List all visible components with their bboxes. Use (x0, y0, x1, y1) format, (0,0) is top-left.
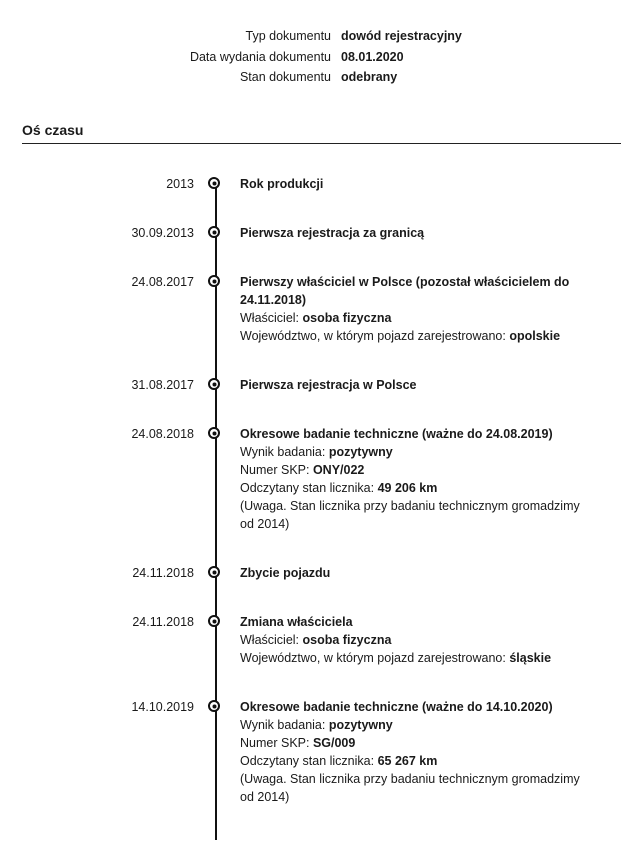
entry-content: Pierwsza rejestracja w Polsce (240, 376, 580, 394)
entry-content: Zmiana właściciela Właściciel: osoba fizy… (240, 613, 580, 667)
timeline-dot-icon (208, 226, 220, 238)
entry-date: 24.08.2018 (131, 427, 194, 441)
entry-date: 24.08.2017 (131, 275, 194, 289)
detail-value: pozytywny (328, 718, 393, 732)
timeline-entry: 31.08.2017 Pierwsza rejestracja w Polsce (0, 376, 621, 394)
timeline-heading: Oś czasu (22, 122, 84, 138)
timeline-dot-icon (208, 177, 220, 189)
timeline: 2013 Rok produkcji 30.09.2013 Pierwsza reje… (0, 175, 621, 837)
entry-detail: Numer SKP: SG/009 (240, 734, 580, 752)
detail-value: pozytywny (328, 445, 393, 459)
detail-label: Wynik badania: (240, 718, 329, 732)
timeline-dot-icon (208, 378, 220, 390)
detail-label: Wynik badania: (240, 445, 329, 459)
entry-detail: Numer SKP: ONY/022 (240, 461, 580, 479)
info-label: Typ dokumentu (245, 29, 331, 43)
divider (22, 143, 621, 144)
detail-value: 49 206 km (377, 481, 438, 495)
detail-label: (Uwaga. Stan licznika przy badaniu techn… (240, 499, 580, 531)
info-label: Data wydania dokumentu (189, 49, 331, 64)
entry-detail: Właściciel: osoba fizyczna (240, 309, 580, 327)
timeline-entry: 2013 Rok produkcji (0, 175, 621, 193)
document-info: Typ dokumentu dowód rejestracyjny Data wyd… (0, 26, 621, 88)
entry-content: Rok produkcji (240, 175, 580, 193)
entry-date: 30.09.2013 (131, 226, 194, 240)
entry-title: Rok produkcji (240, 177, 324, 191)
info-label: Stan dokumentu (239, 70, 331, 84)
entry-content: Zbycie pojazdu (240, 564, 580, 582)
entry-title: Zmiana właściciela (240, 615, 353, 629)
detail-value: osoba fizyczna (302, 633, 392, 647)
entry-detail: Odczytany stan licznika: 65 267 km (240, 752, 580, 770)
entry-detail: (Uwaga. Stan licznika przy badaniu techn… (240, 770, 580, 806)
detail-value: SG/009 (312, 736, 356, 750)
entry-content: Okresowe badanie techniczne (ważne do 24… (240, 425, 580, 533)
entry-detail: (Uwaga. Stan licznika przy badaniu techn… (240, 497, 580, 533)
timeline-entry: 30.09.2013 Pierwsza rejestracja za granic… (0, 224, 621, 242)
entry-date: 31.08.2017 (131, 378, 194, 392)
entry-detail: Wynik badania: pozytywny (240, 716, 580, 734)
detail-label: Województwo, w którym pojazd zarejestrow… (240, 329, 510, 343)
entry-content: Pierwsza rejestracja za granicą (240, 224, 580, 242)
timeline-entry: 24.08.2018 Okresowe badanie techniczne (w… (0, 425, 621, 533)
timeline-entry: 14.10.2019 Okresowe badanie techniczne (w… (0, 698, 621, 806)
entry-content: Pierwszy właściciel w Polsce (pozostał w… (240, 273, 580, 345)
entry-title: Okresowe badanie techniczne (ważne do 14… (240, 700, 553, 714)
timeline-axis (215, 184, 217, 840)
detail-label: Województwo, w którym pojazd zarejestrow… (240, 651, 510, 665)
info-row: Typ dokumentu dowód rejestracyjny (0, 26, 621, 47)
info-row: Data wydania dokumentu 08.01.2020 (0, 47, 621, 68)
info-value: odebrany (341, 70, 398, 84)
info-row: Stan dokumentu odebrany (0, 67, 621, 88)
entry-date: 2013 (166, 177, 194, 191)
timeline-entry: 24.11.2018 Zmiana właściciela Właściciel: … (0, 613, 621, 667)
entry-content: Okresowe badanie techniczne (ważne do 14… (240, 698, 580, 806)
detail-label: Odczytany stan licznika: (240, 754, 378, 768)
entry-date: 14.10.2019 (131, 700, 194, 714)
entry-detail: Województwo, w którym pojazd zarejestrow… (240, 649, 580, 667)
entry-title: Zbycie pojazdu (240, 566, 331, 580)
timeline-dot-icon (208, 615, 220, 627)
entry-detail: Właściciel: osoba fizyczna (240, 631, 580, 649)
entry-detail: Wynik badania: pozytywny (240, 443, 580, 461)
entry-detail: Odczytany stan licznika: 49 206 km (240, 479, 580, 497)
timeline-entry: 24.08.2017 Pierwszy właściciel w Polsce (… (0, 273, 621, 345)
entry-title: Okresowe badanie techniczne (ważne do 24… (240, 427, 553, 441)
entry-date: 24.11.2018 (132, 615, 194, 629)
info-value: 08.01.2020 (341, 49, 404, 64)
timeline-dot-icon (208, 700, 220, 712)
entry-title: Pierwsza rejestracja za granicą (240, 226, 425, 240)
timeline-dot-icon (208, 566, 220, 578)
detail-label: Numer SKP: (240, 736, 313, 750)
detail-label: Odczytany stan licznika: (240, 481, 378, 495)
entry-title: Pierwszy właściciel w Polsce (pozostał w… (240, 275, 570, 307)
detail-value: osoba fizyczna (302, 311, 392, 325)
detail-label: (Uwaga. Stan licznika przy badaniu techn… (240, 772, 580, 804)
timeline-dot-icon (208, 427, 220, 439)
detail-label: Numer SKP: (240, 463, 313, 477)
detail-value: ONY/022 (312, 463, 365, 477)
entry-detail: Województwo, w którym pojazd zarejestrow… (240, 327, 580, 345)
entry-title: Pierwsza rejestracja w Polsce (240, 378, 417, 392)
info-value: dowód rejestracyjny (341, 29, 462, 43)
detail-label: Właściciel: (240, 311, 303, 325)
detail-label: Właściciel: (240, 633, 303, 647)
detail-value: opolskie (509, 329, 561, 343)
timeline-dot-icon (208, 275, 220, 287)
entry-date: 24.11.2018 (132, 566, 194, 580)
timeline-entry: 24.11.2018 Zbycie pojazdu (0, 564, 621, 582)
detail-value: 65 267 km (377, 754, 438, 768)
detail-value: śląskie (509, 651, 552, 665)
